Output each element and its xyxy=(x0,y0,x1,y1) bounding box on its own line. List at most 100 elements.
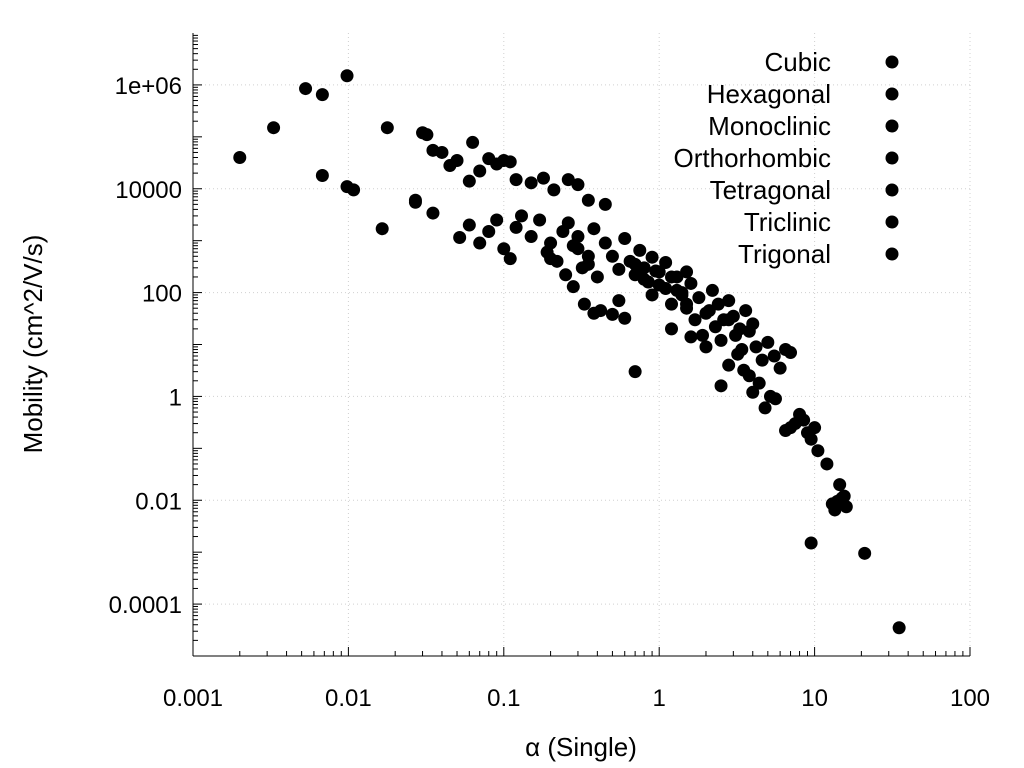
data-point xyxy=(561,216,575,230)
data-point xyxy=(503,155,517,169)
data-point xyxy=(746,385,760,399)
grid xyxy=(192,33,971,656)
data-point xyxy=(581,257,595,271)
data-point xyxy=(714,379,728,393)
data-point xyxy=(544,236,558,250)
data-point xyxy=(680,265,694,279)
data-point xyxy=(524,230,538,244)
x-tick-label: 0.1 xyxy=(487,685,520,712)
data-point xyxy=(752,376,766,390)
data-point xyxy=(509,173,523,187)
data-point xyxy=(684,330,698,344)
series-cubic xyxy=(233,69,612,245)
data-point xyxy=(315,168,329,182)
data-point xyxy=(633,243,647,257)
legend-label: Triclinic xyxy=(744,207,831,237)
data-point xyxy=(749,340,763,354)
data-point xyxy=(315,88,329,102)
data-point xyxy=(462,218,476,232)
data-point xyxy=(804,432,818,446)
data-point xyxy=(696,328,710,342)
data-point xyxy=(618,232,632,246)
data-point xyxy=(473,236,487,250)
data-point xyxy=(858,546,872,560)
data-point xyxy=(482,225,496,239)
data-point xyxy=(828,503,842,517)
data-point xyxy=(466,135,480,149)
data-point xyxy=(503,252,517,266)
legend-marker xyxy=(885,151,899,165)
data-point xyxy=(729,328,743,342)
data-point xyxy=(722,358,736,372)
data-point xyxy=(618,311,632,325)
data-point xyxy=(659,281,673,295)
data-point xyxy=(784,346,798,360)
y-tick-label: 1 xyxy=(169,384,182,411)
data-point xyxy=(380,121,394,135)
data-point xyxy=(473,164,487,178)
data-point xyxy=(692,291,706,305)
legend-marker xyxy=(885,215,899,229)
data-point xyxy=(739,304,753,318)
data-point xyxy=(670,270,684,284)
data-point xyxy=(768,392,782,406)
data-point xyxy=(688,313,702,327)
legend-label: Cubic xyxy=(765,47,831,77)
data-point xyxy=(408,193,422,207)
legend-marker xyxy=(885,247,899,261)
data-point xyxy=(892,621,906,635)
y-axis-label: Mobility (cm^2/V/s) xyxy=(18,235,48,454)
data-point xyxy=(711,297,725,311)
data-point xyxy=(547,183,561,197)
data-point xyxy=(587,222,601,236)
data-point xyxy=(590,270,604,284)
data-point xyxy=(435,145,449,159)
x-tick-label: 100 xyxy=(950,685,990,712)
data-point xyxy=(767,349,781,363)
data-point xyxy=(758,401,772,415)
data-point xyxy=(628,365,642,379)
data-point xyxy=(426,206,440,220)
data-point xyxy=(797,413,811,427)
data-point xyxy=(742,324,756,338)
data-point xyxy=(652,265,666,279)
data-point xyxy=(755,353,769,367)
data-point xyxy=(839,500,853,514)
data-point xyxy=(708,320,722,334)
x-tick-label: 0.01 xyxy=(325,685,372,712)
axes: 0.001 0.01 0.1 1 10 100 0.0001 0.01 1 100 10000 1e+… xyxy=(109,33,990,712)
data-point xyxy=(773,361,787,375)
data-point xyxy=(577,297,591,311)
series-hexagonal xyxy=(462,209,601,275)
series-orthorhombic xyxy=(628,257,760,336)
series-triclinic xyxy=(544,252,766,399)
data-point xyxy=(699,340,713,354)
data-point xyxy=(561,173,575,187)
series-tetragonal xyxy=(680,297,798,415)
data-point xyxy=(722,294,736,308)
data-point xyxy=(544,252,558,266)
data-point xyxy=(637,272,651,286)
data-point xyxy=(811,444,825,458)
data-point xyxy=(837,489,851,503)
y-tick-label: 0.0001 xyxy=(109,592,182,619)
data-point xyxy=(340,69,354,83)
data-point xyxy=(820,457,834,471)
legend-label: Monoclinic xyxy=(708,111,831,141)
data-point xyxy=(680,297,694,311)
data-point xyxy=(594,304,608,318)
y-tick-label: 100 xyxy=(142,281,182,308)
data-point xyxy=(536,171,550,185)
data-point xyxy=(462,174,476,188)
data-point xyxy=(833,478,847,492)
data-point xyxy=(612,262,626,276)
data-point xyxy=(612,294,626,308)
data-points xyxy=(233,69,906,635)
data-point xyxy=(299,82,313,96)
data-point xyxy=(566,280,580,294)
data-point xyxy=(722,313,736,327)
data-point xyxy=(705,283,719,297)
data-point xyxy=(665,322,679,336)
x-tick-label: 1 xyxy=(653,685,666,712)
